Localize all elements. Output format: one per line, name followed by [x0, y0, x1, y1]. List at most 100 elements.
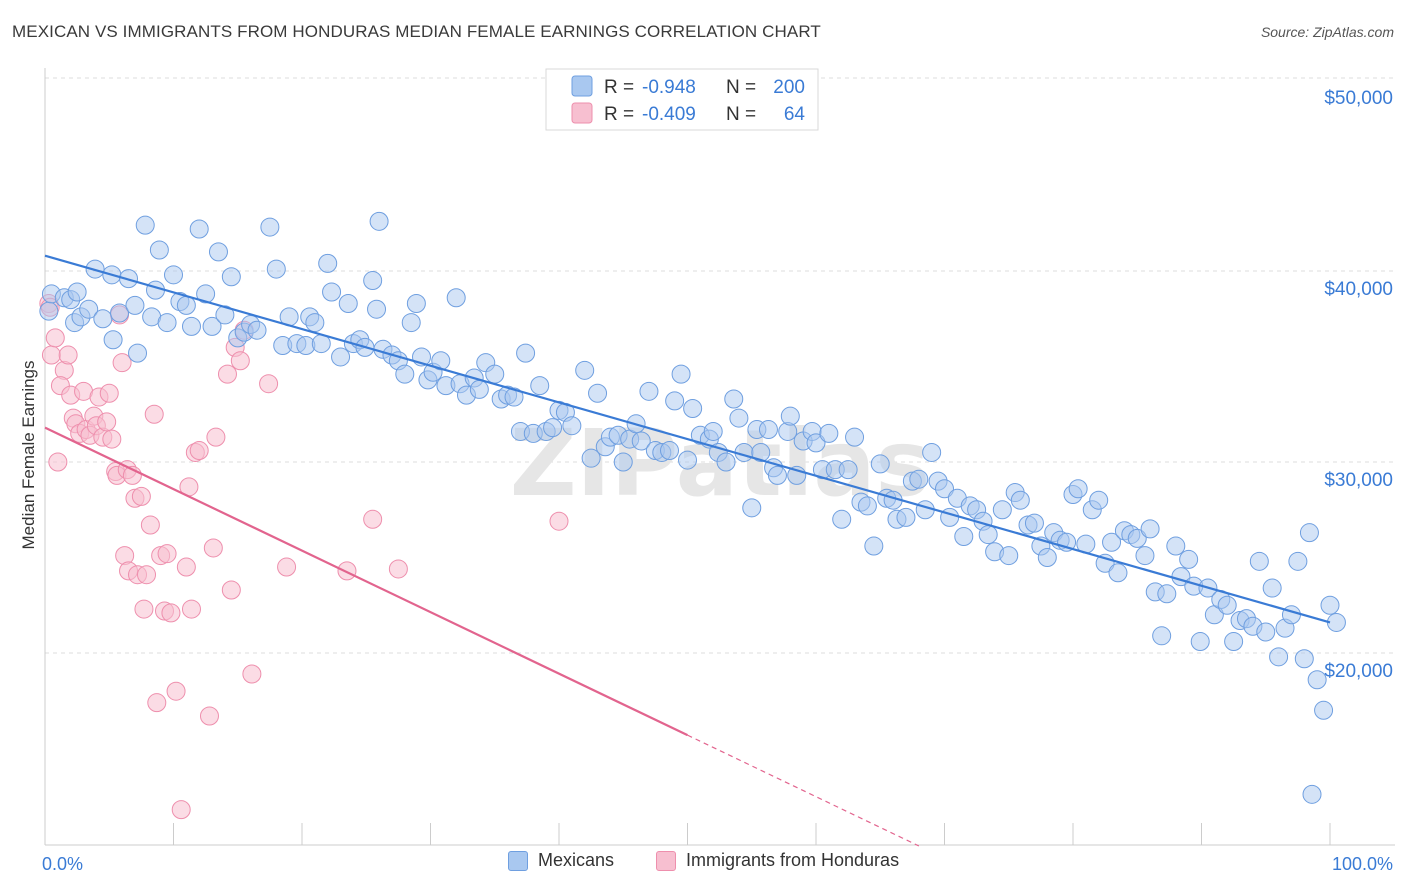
- point-mexican: [703, 421, 723, 441]
- point-mexican: [767, 465, 787, 485]
- point-mexican: [999, 546, 1019, 566]
- point-mexican: [1135, 546, 1155, 566]
- point-mexican: [67, 282, 87, 302]
- point-mexican: [751, 442, 771, 462]
- point-mexican: [128, 343, 148, 363]
- point-mexican: [1157, 584, 1177, 604]
- point-mexican: [322, 282, 342, 302]
- point-mexican: [780, 406, 800, 426]
- point-mexican: [208, 242, 228, 262]
- point-honduras: [97, 412, 117, 432]
- point-mexican: [1102, 532, 1122, 552]
- point-honduras: [99, 383, 119, 403]
- point-mexican: [530, 376, 550, 396]
- point-honduras: [206, 427, 226, 447]
- legend-swatch-mexicans: [508, 850, 528, 871]
- point-mexican: [202, 316, 222, 336]
- point-mexican: [1326, 612, 1346, 632]
- x-tick-label: 0.0%: [42, 854, 83, 874]
- point-honduras: [242, 664, 262, 684]
- legend-swatch-honduras: [656, 850, 676, 871]
- point-mexican: [678, 450, 697, 470]
- point-mexican: [305, 313, 325, 333]
- point-honduras: [161, 603, 181, 623]
- point-mexican: [1010, 490, 1030, 510]
- point-mexican: [543, 418, 563, 438]
- point-honduras: [181, 599, 201, 619]
- point-honduras: [112, 353, 132, 373]
- point-honduras: [176, 557, 196, 577]
- y-tick-label: $50,000: [1324, 88, 1393, 109]
- y-tick-label: $40,000: [1324, 279, 1393, 300]
- point-mexican: [1314, 700, 1334, 720]
- point-mexican: [39, 301, 59, 321]
- legend-n-label: N =: [726, 77, 756, 98]
- point-mexican: [469, 379, 489, 399]
- point-honduras: [189, 441, 209, 461]
- legend-n-value: 200: [773, 77, 805, 98]
- point-honduras: [203, 538, 223, 558]
- point-mexican: [724, 389, 744, 409]
- point-mexican: [1320, 595, 1340, 615]
- legend-swatch-mexicans: [571, 75, 593, 97]
- y-axis-label: Median Female Earnings: [19, 361, 38, 550]
- y-tick-label: $30,000: [1324, 470, 1393, 491]
- point-mexican: [716, 452, 736, 472]
- point-honduras: [41, 345, 61, 365]
- point-honduras: [217, 364, 237, 384]
- point-mexican: [221, 267, 241, 287]
- point-mexican: [1089, 490, 1109, 510]
- point-mexican: [838, 460, 858, 480]
- legend-item-honduras: Immigrants from Honduras: [656, 850, 899, 871]
- point-mexican: [1262, 578, 1282, 598]
- point-mexican: [395, 364, 415, 384]
- point-mexican: [79, 299, 99, 319]
- point-honduras: [230, 351, 250, 371]
- point-mexican: [1299, 523, 1319, 543]
- point-mexican: [819, 423, 839, 443]
- point-honduras: [58, 345, 78, 365]
- point-mexican: [870, 454, 890, 474]
- point-mexican: [1166, 536, 1186, 556]
- point-mexican: [157, 313, 177, 333]
- legend-n-label: N =: [726, 104, 756, 125]
- point-mexican: [665, 391, 685, 411]
- point-mexican: [247, 320, 267, 340]
- point-mexican: [1249, 551, 1269, 571]
- point-mexican: [1307, 670, 1327, 690]
- point-mexican: [922, 442, 942, 462]
- point-mexican: [110, 303, 130, 323]
- point-mexican: [1190, 632, 1210, 652]
- point-honduras: [48, 452, 68, 472]
- point-mexican: [1256, 622, 1276, 642]
- legend-label-honduras: Immigrants from Honduras: [686, 850, 900, 870]
- point-honduras: [131, 486, 151, 506]
- legend-swatch-honduras: [571, 102, 593, 124]
- legend-n-value: 64: [784, 104, 806, 125]
- legend-r-label: R =: [604, 77, 634, 98]
- point-mexican: [1037, 548, 1057, 567]
- point-mexican: [176, 295, 196, 315]
- point-mexican: [1108, 563, 1128, 583]
- point-mexican: [1152, 626, 1172, 646]
- point-honduras: [337, 561, 357, 581]
- point-mexican: [857, 496, 877, 516]
- point-mexican: [189, 219, 209, 239]
- point-mexican: [406, 293, 426, 313]
- point-honduras: [157, 544, 177, 564]
- point-mexican: [742, 498, 762, 518]
- source-label: Source: ZipAtlas.com: [1260, 24, 1394, 40]
- legend-label-mexicans: Mexicans: [538, 850, 615, 870]
- point-honduras: [166, 681, 186, 701]
- point-mexican: [1068, 479, 1088, 499]
- point-mexican: [367, 299, 387, 319]
- point-mexican: [1024, 513, 1044, 533]
- point-mexican: [1269, 647, 1289, 667]
- point-mexican: [363, 271, 383, 291]
- legend-r-label: R =: [604, 104, 634, 125]
- point-mexican: [1302, 784, 1322, 804]
- point-mexican: [845, 427, 865, 447]
- point-mexican: [671, 364, 691, 384]
- point-mexican: [504, 387, 524, 407]
- point-honduras: [102, 429, 122, 449]
